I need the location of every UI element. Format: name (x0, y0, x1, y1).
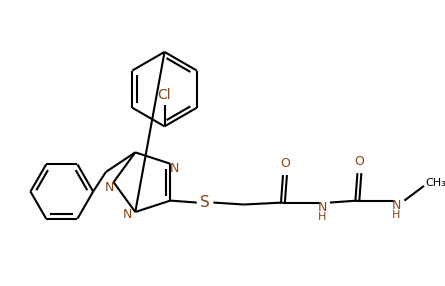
Text: N: N (317, 201, 327, 214)
Text: S: S (200, 195, 210, 210)
Text: CH₃: CH₃ (425, 178, 445, 188)
Text: H: H (392, 210, 401, 220)
Text: O: O (354, 155, 364, 168)
Text: N: N (170, 162, 179, 175)
Text: N: N (105, 180, 114, 194)
Text: N: N (123, 208, 132, 221)
Text: O: O (280, 157, 290, 170)
Text: N: N (392, 199, 401, 212)
Text: Cl: Cl (158, 88, 171, 102)
Text: H: H (318, 212, 326, 222)
